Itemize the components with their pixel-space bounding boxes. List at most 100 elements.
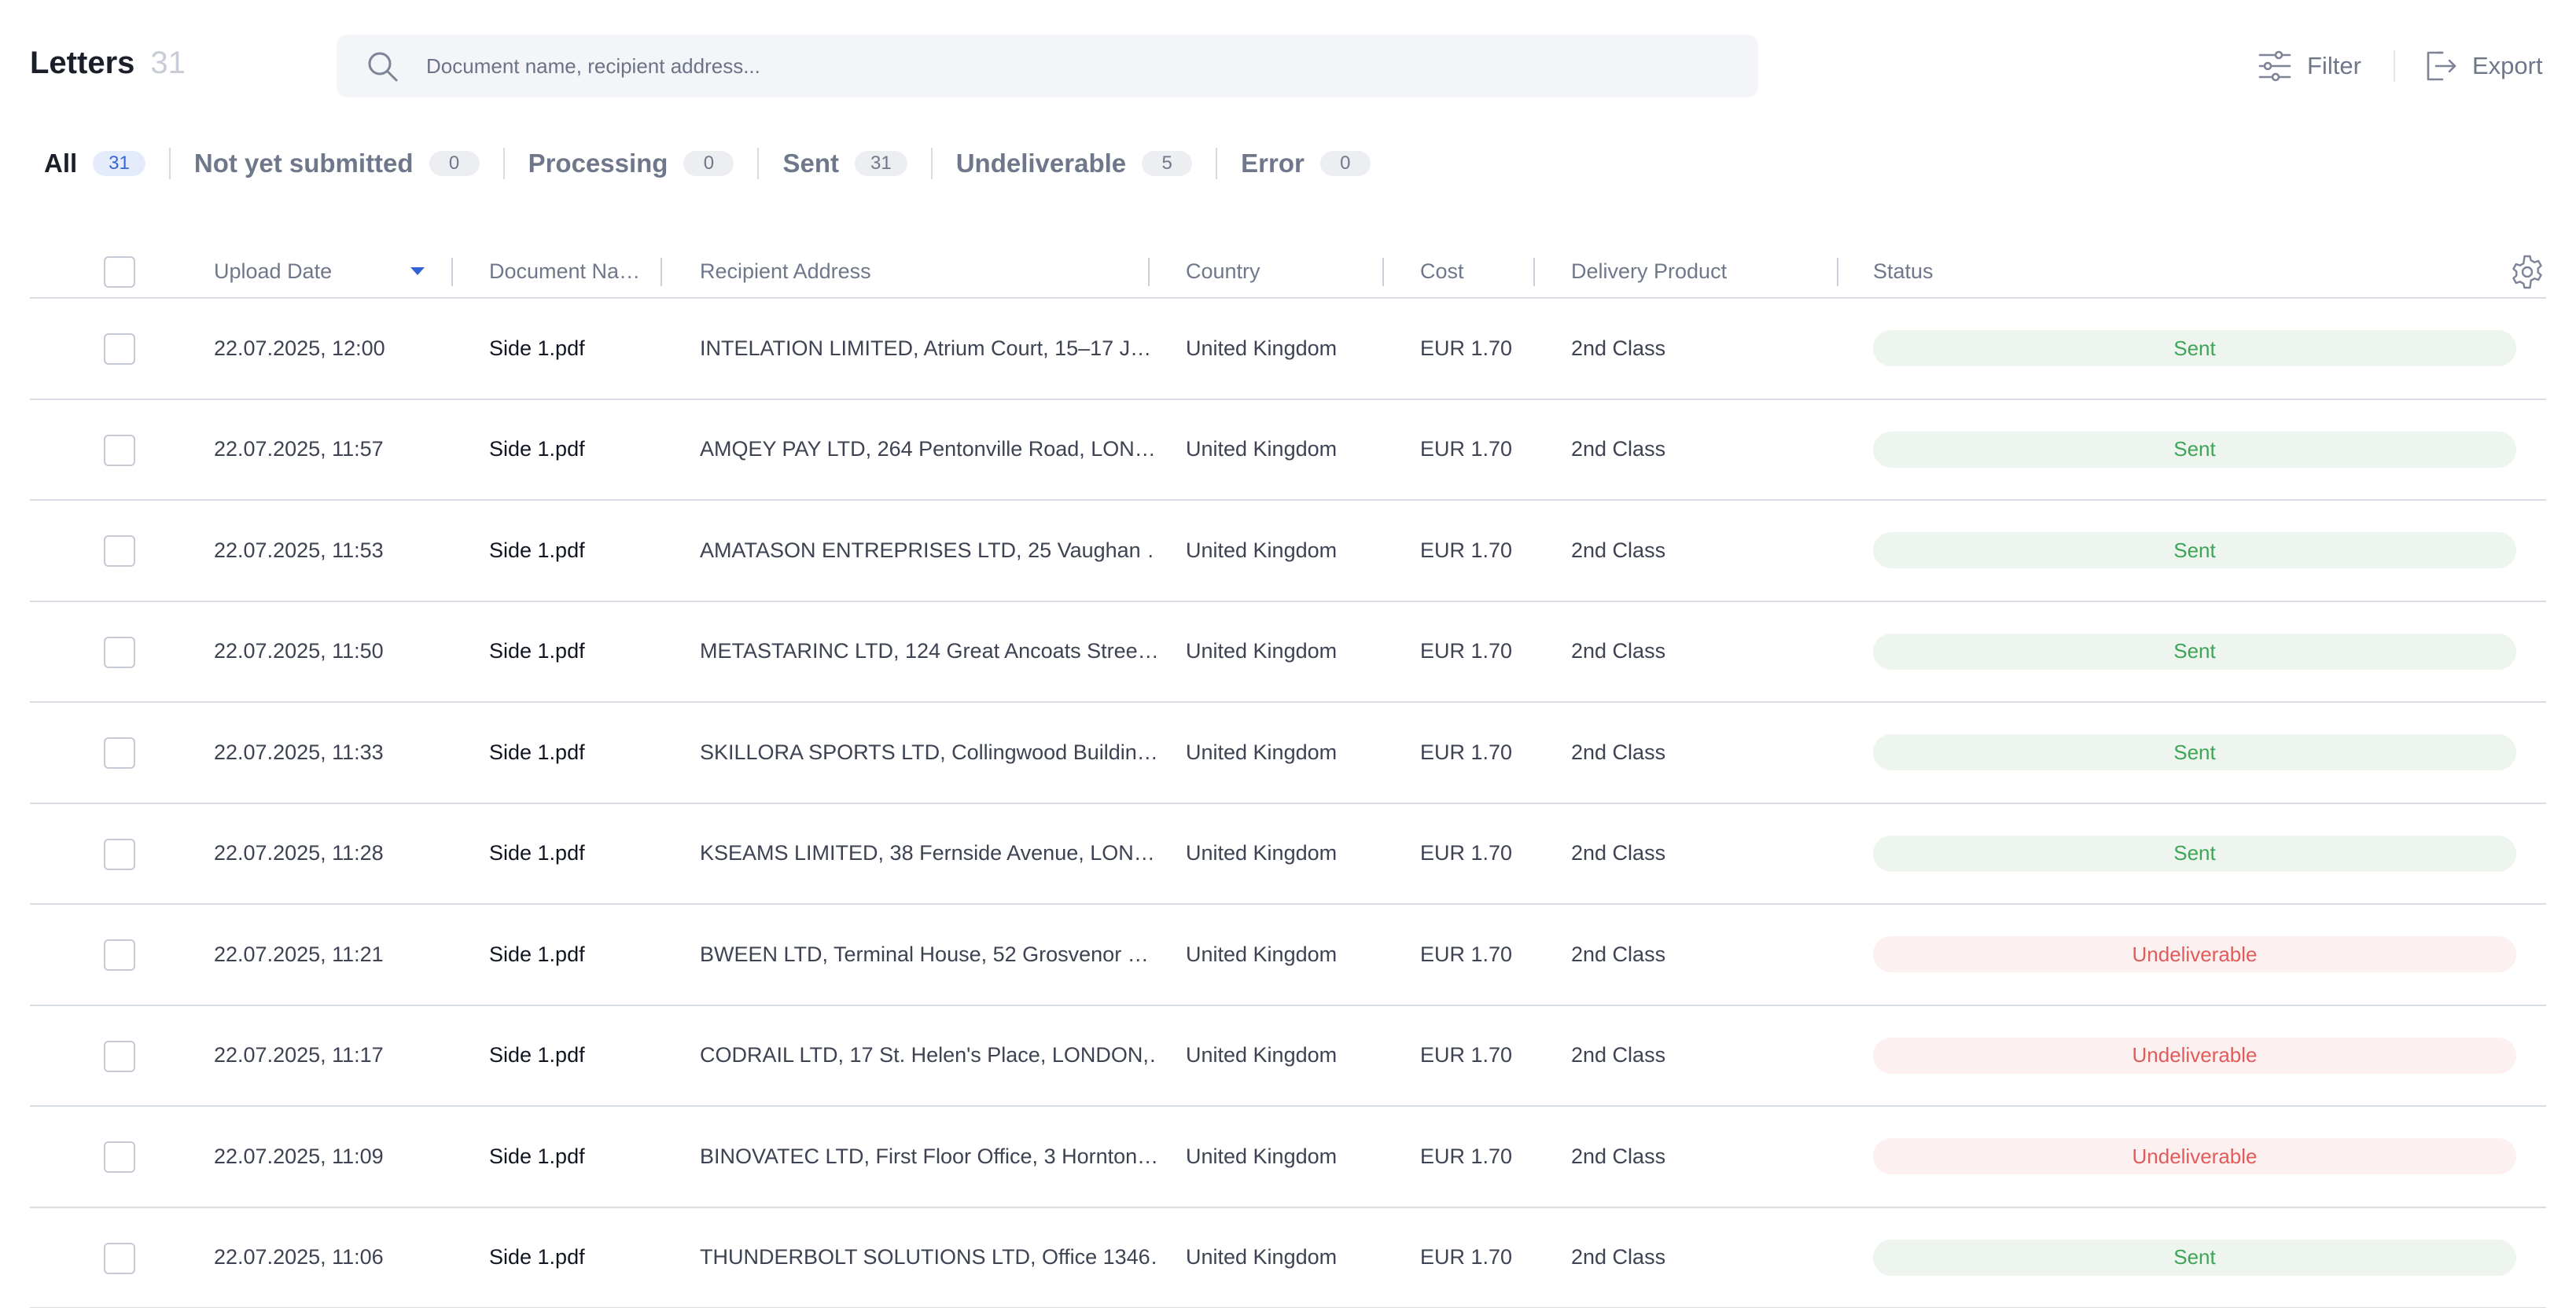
row-checkbox[interactable] xyxy=(104,1141,135,1173)
delivery-product-cell: 2nd Class xyxy=(1571,740,1666,764)
tab-divider xyxy=(168,148,171,179)
status-badge: Sent xyxy=(1873,532,2516,568)
document-name-cell[interactable]: Side 1.pdf xyxy=(489,1245,585,1269)
document-name-cell[interactable]: Side 1.pdf xyxy=(489,942,585,966)
column-header-delivery-product[interactable]: Delivery Product xyxy=(1571,259,1728,283)
table-row[interactable]: 22.07.2025, 11:53 Side 1.pdf AMATASON EN… xyxy=(30,501,2546,602)
column-header-document-name[interactable]: Document Na… xyxy=(489,259,641,283)
document-name-cell[interactable]: Side 1.pdf xyxy=(489,1043,585,1067)
document-name-cell[interactable]: Side 1.pdf xyxy=(489,336,585,360)
tab-processing[interactable]: Processing 0 xyxy=(528,146,734,181)
status-badge: Undeliverable xyxy=(1873,1037,2516,1074)
search-input[interactable] xyxy=(426,46,1716,86)
tab-undeliverable[interactable]: Undeliverable 5 xyxy=(956,146,1193,181)
sort-desc-icon[interactable] xyxy=(410,267,425,275)
recipient-address-cell: INTELATION LIMITED, Atrium Court, 15–17 … xyxy=(700,336,1152,360)
table-row[interactable]: 22.07.2025, 11:21 Side 1.pdf BWEEN LTD, … xyxy=(30,905,2546,1006)
country-cell: United Kingdom xyxy=(1186,538,1338,562)
status-badge: Sent xyxy=(1873,835,2516,872)
letters-table: Upload Date Document Na… Recipient Addre… xyxy=(30,244,2546,1308)
document-name-cell[interactable]: Side 1.pdf xyxy=(489,740,585,764)
delivery-product-cell: 2nd Class xyxy=(1571,1245,1666,1269)
column-header-cost[interactable]: Cost xyxy=(1420,259,1464,283)
header-divider xyxy=(2394,50,2395,82)
tab-divider xyxy=(1216,148,1218,179)
column-resize-handle[interactable] xyxy=(451,258,453,286)
tab-divider xyxy=(757,148,760,179)
search-bar xyxy=(337,35,1758,97)
row-checkbox[interactable] xyxy=(104,1242,135,1274)
recipient-address-cell: METASTARINC LTD, 124 Great Ancoats Stree… xyxy=(700,639,1156,663)
document-name-cell[interactable]: Side 1.pdf xyxy=(489,639,585,663)
export-button[interactable]: Export xyxy=(2422,42,2543,90)
column-resize-handle[interactable] xyxy=(1837,258,1838,286)
table-row[interactable]: 22.07.2025, 11:17 Side 1.pdf CODRAIL LTD… xyxy=(30,1006,2546,1107)
status-badge: Sent xyxy=(1873,633,2516,670)
search-icon xyxy=(368,52,398,82)
row-checkbox[interactable] xyxy=(104,333,135,365)
page-title: Letters 31 xyxy=(30,46,186,81)
tab-not-yet-submitted[interactable]: Not yet submitted 0 xyxy=(194,146,480,181)
table-row[interactable]: 22.07.2025, 12:00 Side 1.pdf INTELATION … xyxy=(30,299,2546,400)
select-all-checkbox[interactable] xyxy=(104,256,135,288)
row-checkbox[interactable] xyxy=(104,838,135,870)
table-row[interactable]: 22.07.2025, 11:57 Side 1.pdf AMQEY PAY L… xyxy=(30,400,2546,501)
document-name-cell[interactable]: Side 1.pdf xyxy=(489,1144,585,1168)
country-cell: United Kingdom xyxy=(1186,740,1338,764)
column-header-recipient-address[interactable]: Recipient Address xyxy=(700,259,871,283)
column-header-upload-date[interactable]: Upload Date xyxy=(214,259,333,283)
row-checkbox[interactable] xyxy=(104,939,135,971)
gear-icon[interactable] xyxy=(2508,253,2546,291)
tab-error[interactable]: Error 0 xyxy=(1241,146,1371,181)
delivery-product-cell: 2nd Class xyxy=(1571,639,1666,663)
recipient-address-cell: AMQEY PAY LTD, 264 Pentonville Road, LON… xyxy=(700,437,1156,461)
recipient-address-cell: AMATASON ENTREPRISES LTD, 25 Vaughan … xyxy=(700,538,1156,562)
row-checkbox[interactable] xyxy=(104,636,135,668)
page-title-count: 31 xyxy=(150,46,186,80)
column-header-country[interactable]: Country xyxy=(1186,259,1260,283)
recipient-address-cell: THUNDERBOLT SOLUTIONS LTD, Office 1346… xyxy=(700,1245,1156,1269)
column-resize-handle[interactable] xyxy=(661,258,662,286)
tab-label: All xyxy=(44,149,78,178)
upload-date-cell: 22.07.2025, 11:17 xyxy=(214,1043,384,1067)
cost-cell: EUR 1.70 xyxy=(1420,1245,1513,1269)
table-row[interactable]: 22.07.2025, 11:33 Side 1.pdf SKILLORA SP… xyxy=(30,703,2546,804)
export-label: Export xyxy=(2472,52,2543,79)
cost-cell: EUR 1.70 xyxy=(1420,740,1513,764)
column-resize-handle[interactable] xyxy=(1533,258,1535,286)
status-badge: Sent xyxy=(1873,734,2516,770)
status-tabs: All 31 Not yet submitted 0 Processing 0 … xyxy=(44,146,1371,181)
document-name-cell[interactable]: Side 1.pdf xyxy=(489,538,585,562)
cost-cell: EUR 1.70 xyxy=(1420,639,1513,663)
tab-sent[interactable]: Sent 31 xyxy=(782,146,907,181)
delivery-product-cell: 2nd Class xyxy=(1571,336,1666,360)
column-resize-handle[interactable] xyxy=(1382,258,1384,286)
row-checkbox[interactable] xyxy=(104,1040,135,1072)
table-header: Upload Date Document Na… Recipient Addre… xyxy=(30,244,2546,299)
column-resize-handle[interactable] xyxy=(1148,258,1150,286)
recipient-address-cell: BINOVATEC LTD, First Floor Office, 3 Hor… xyxy=(700,1144,1156,1168)
recipient-address-cell: KSEAMS LIMITED, 38 Fernside Avenue, LON… xyxy=(700,841,1155,865)
column-header-status[interactable]: Status xyxy=(1873,259,1934,283)
delivery-product-cell: 2nd Class xyxy=(1571,942,1666,966)
delivery-product-cell: 2nd Class xyxy=(1571,437,1666,461)
recipient-address-cell: CODRAIL LTD, 17 St. Helen's Place, LONDO… xyxy=(700,1043,1156,1067)
status-badge: Undeliverable xyxy=(1873,1138,2516,1174)
upload-date-cell: 22.07.2025, 11:06 xyxy=(214,1245,384,1269)
delivery-product-cell: 2nd Class xyxy=(1571,841,1666,865)
row-checkbox[interactable] xyxy=(104,434,135,466)
filter-button[interactable]: Filter xyxy=(2257,42,2361,90)
status-badge: Sent xyxy=(1873,330,2516,366)
table-row[interactable]: 22.07.2025, 11:28 Side 1.pdf KSEAMS LIMI… xyxy=(30,804,2546,905)
tab-count-badge: 0 xyxy=(683,151,734,176)
recipient-address-cell: BWEEN LTD, Terminal House, 52 Grosvenor … xyxy=(700,942,1149,966)
row-checkbox[interactable] xyxy=(104,737,135,769)
tab-count-badge: 5 xyxy=(1142,151,1193,176)
document-name-cell[interactable]: Side 1.pdf xyxy=(489,437,585,461)
document-name-cell[interactable]: Side 1.pdf xyxy=(489,841,585,865)
table-row[interactable]: 22.07.2025, 11:09 Side 1.pdf BINOVATEC L… xyxy=(30,1107,2546,1208)
row-checkbox[interactable] xyxy=(104,535,135,567)
tab-all[interactable]: All 31 xyxy=(44,146,145,181)
table-row[interactable]: 22.07.2025, 11:06 Side 1.pdf THUNDERBOLT… xyxy=(30,1208,2546,1308)
table-row[interactable]: 22.07.2025, 11:50 Side 1.pdf METASTARINC… xyxy=(30,602,2546,703)
